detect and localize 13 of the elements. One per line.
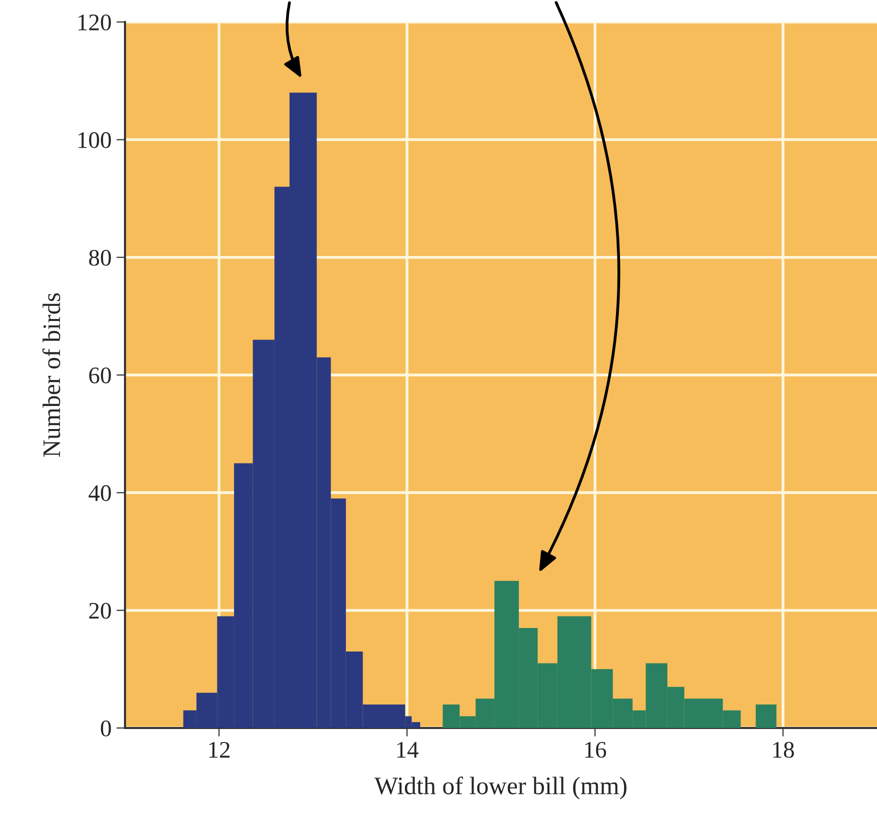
y-axis-title: Number of birds xyxy=(42,293,60,457)
y-tick-label: 100 xyxy=(78,132,111,148)
x-tick-label: 14 xyxy=(397,742,418,758)
x-tick-label: 18 xyxy=(773,742,794,758)
y-tick-label: 120 xyxy=(78,14,111,30)
y-tick-label: 60 xyxy=(89,367,111,384)
y-tick-label: 0 xyxy=(100,720,111,736)
y-tick-label: 40 xyxy=(88,485,111,502)
x-tick-label: 12 xyxy=(209,742,230,758)
x-tick-label: 16 xyxy=(585,742,606,758)
y-tick-label: 20 xyxy=(89,602,111,619)
x-axis-title: Width of lower bill (mm) xyxy=(374,776,626,800)
y-tick-label: 80 xyxy=(89,250,111,266)
